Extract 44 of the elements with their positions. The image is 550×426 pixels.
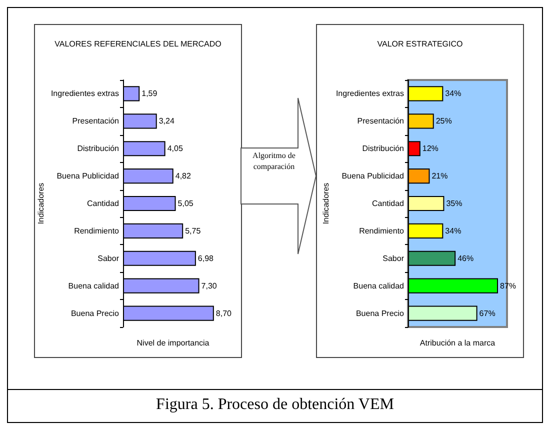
y-tick-label: Buena Precio [70,308,120,318]
y-tick-label: Buena calidad [353,281,404,290]
y-tick-label: Rendimiento [359,226,405,236]
data-label: 25% [436,116,452,126]
y-axis-title: Indicadores [36,182,46,224]
y-tick-label: Presentación [357,116,404,126]
data-label: 1,59 [142,89,158,98]
y-tick-label: Rendimiento [74,226,120,236]
data-label: 34% [445,89,462,98]
text: Algoritmo de comparación [252,150,296,172]
data-label: 34% [445,226,462,236]
x-axis-title: Nivel de importancia [136,338,210,348]
data-label: 4,82 [175,172,192,181]
x-axis-title: Atribución a la marca [420,338,496,348]
data-label: 8,70 [216,308,232,318]
data-label: 4,05 [167,144,184,154]
y-tick-label: Buena Publicidad [56,172,119,181]
chart-title: VALORES REFERENCIALES DEL MERCADO [54,40,222,48]
data-label: 46% [458,254,474,263]
text: Figura 5. Proceso de obtención VEM [7,389,543,423]
y-tick-label: Distribución [362,144,404,154]
data-label: 3,24 [158,116,175,126]
y-tick-label: Sabor [382,254,404,263]
data-label: 35% [446,199,462,208]
y-tick-label: Buena calidad [68,281,119,290]
y-tick-label: Sabor [98,254,120,263]
data-label: 7,30 [201,281,218,290]
y-tick-label: Ingredientes extras [336,89,404,98]
data-label: 5,05 [178,199,194,208]
data-label: 12% [422,144,438,154]
chart-title: VALOR ESTRATEGICO [377,40,463,48]
data-label: 21% [432,172,448,181]
y-tick-label: Buena Publicidad [342,172,404,181]
y-axis-title: Indicadores [322,182,330,224]
y-tick-label: Cantidad [86,199,119,208]
y-tick-label: Buena Precio [356,308,405,318]
y-tick-label: Presentación [72,116,119,126]
data-label: 67% [479,308,496,318]
data-label: 87% [500,281,516,290]
data-label: 5,75 [185,226,202,236]
y-tick-label: Distribución [77,144,119,154]
data-label: 6,98 [198,254,214,263]
y-tick-label: Cantidad [372,199,404,208]
y-tick-label: Ingredientes extras [50,89,119,98]
